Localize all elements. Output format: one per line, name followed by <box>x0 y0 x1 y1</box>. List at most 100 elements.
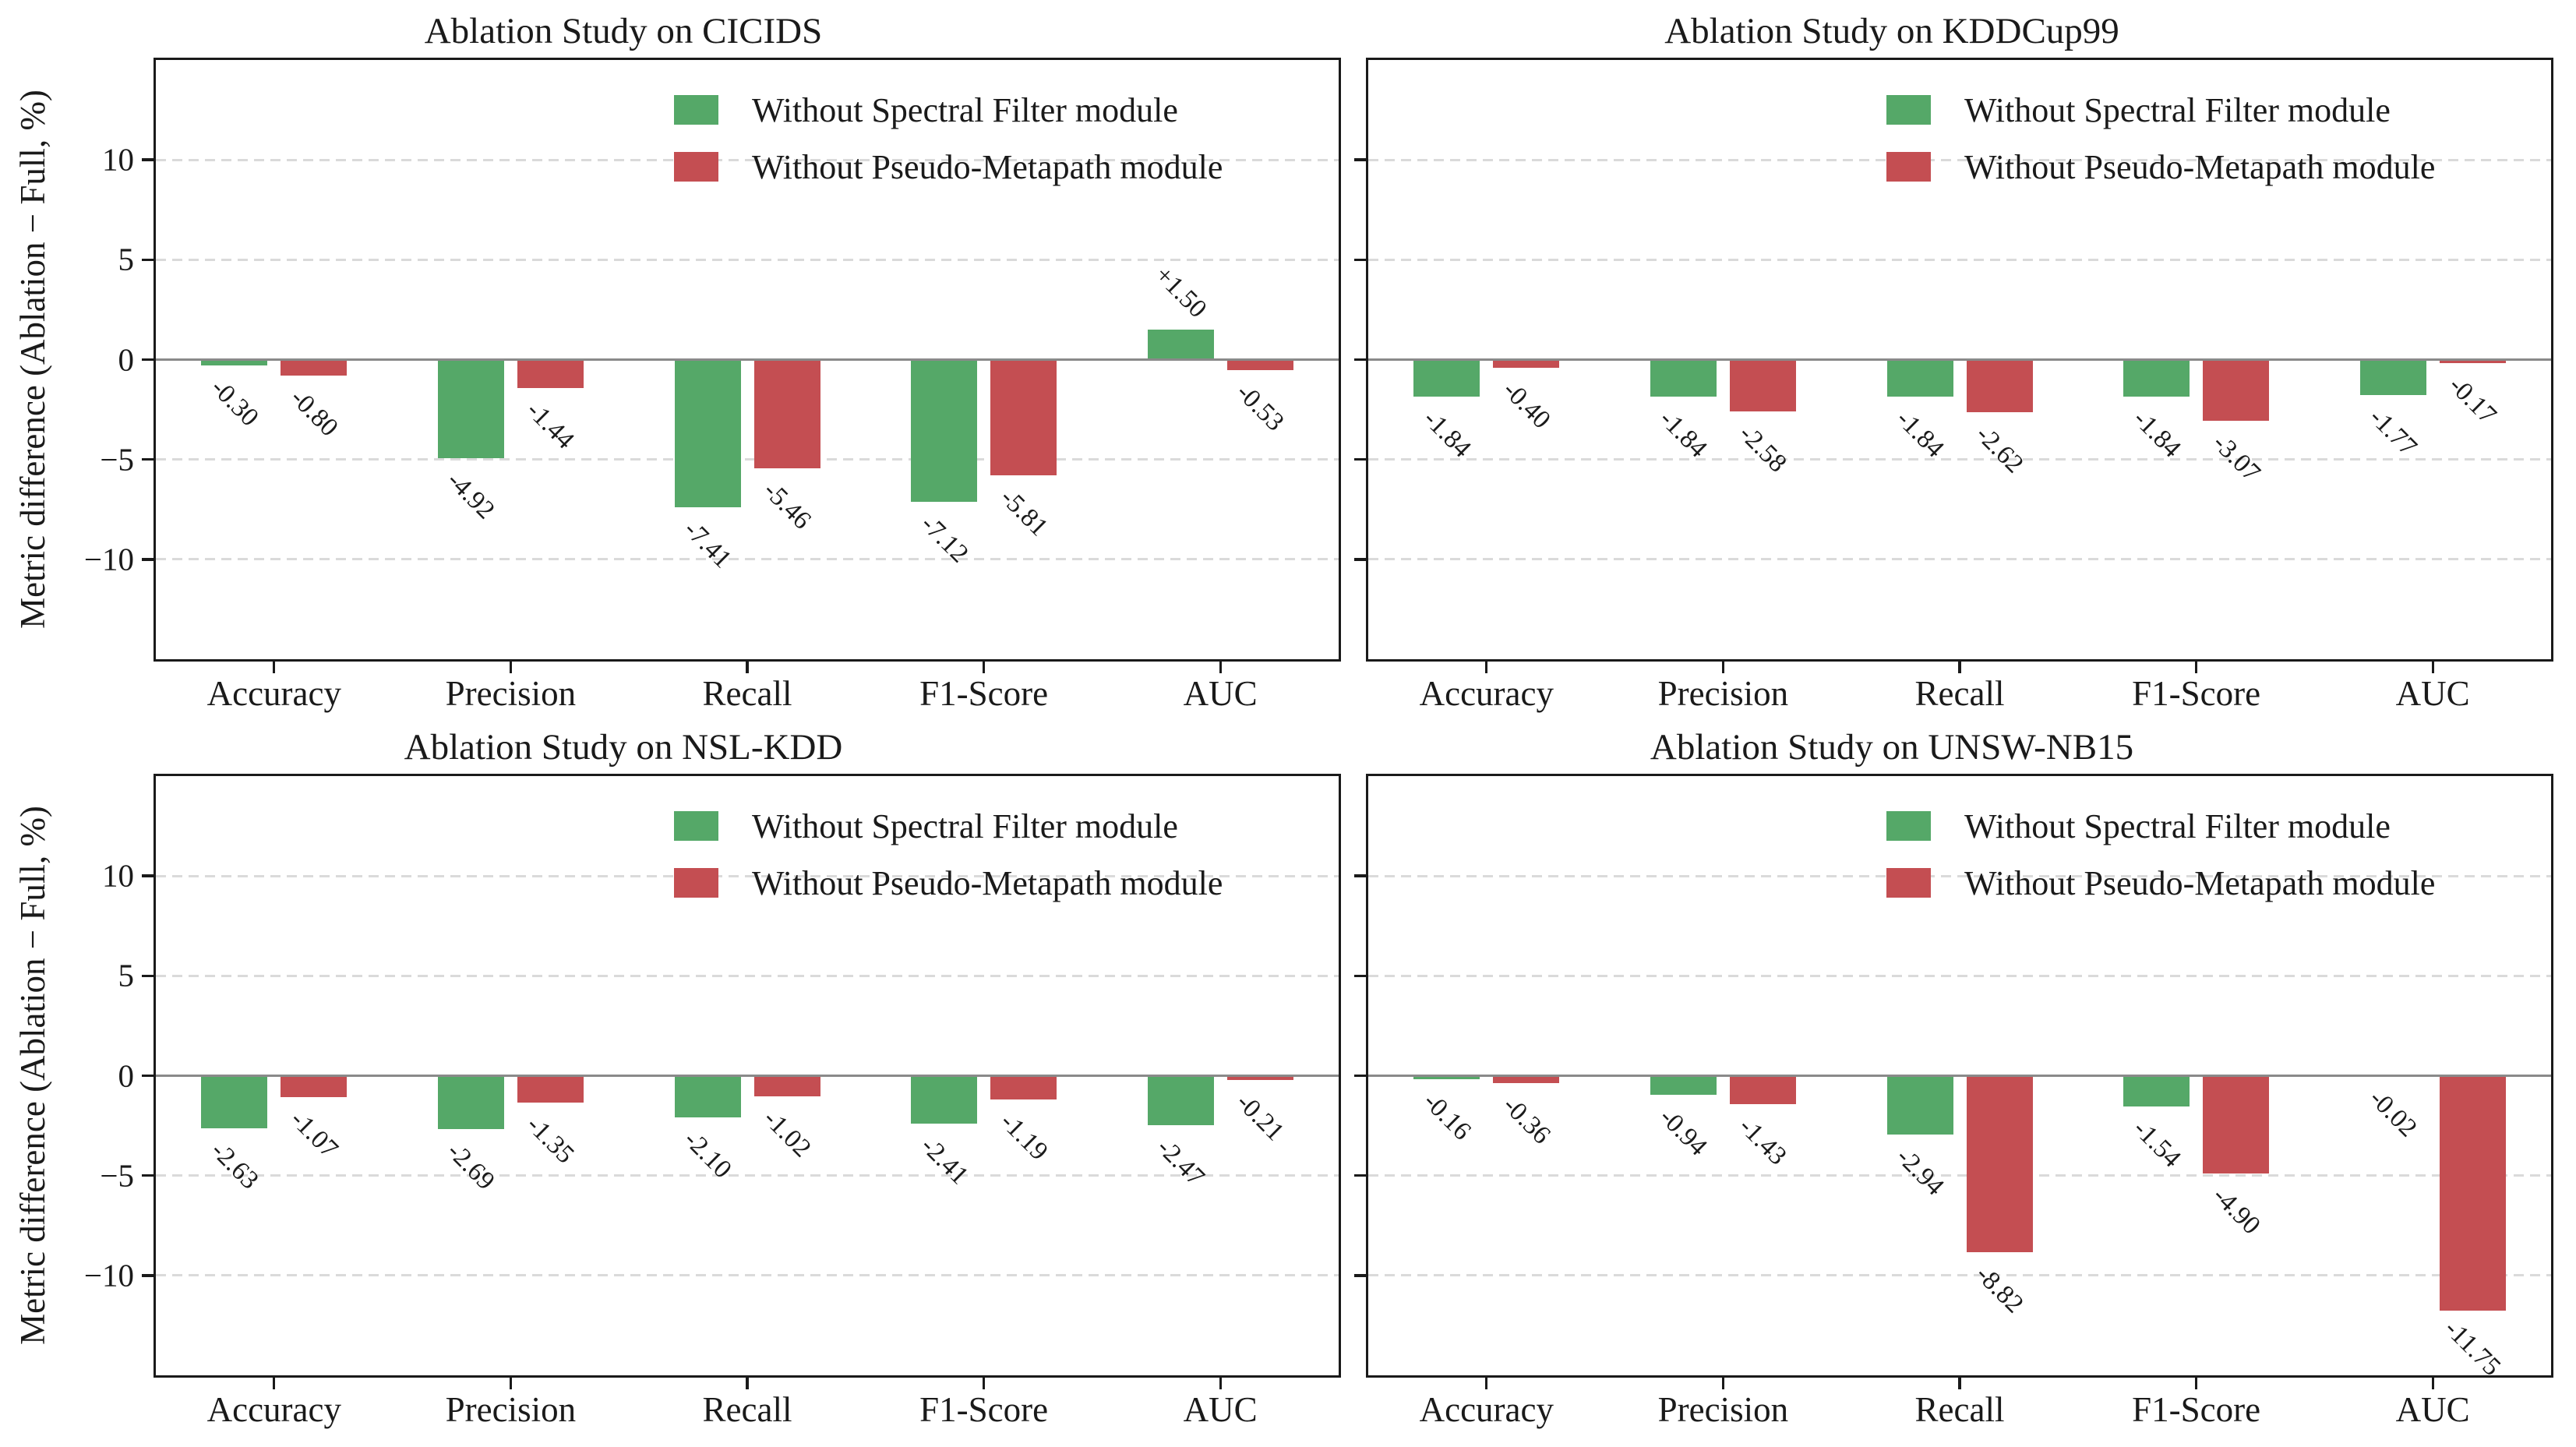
legend-label: Without Spectral Filter module <box>752 806 1178 845</box>
legend-item-without-pseudo-metapath-module: Without Pseudo-Metapath module <box>674 148 1223 186</box>
bar-without-pseudo-metapath-module-auc <box>1226 1075 1293 1080</box>
y-tick-mark <box>1354 358 1366 362</box>
x-category-label: Precision <box>1657 674 1789 713</box>
bar-without-spectral-filter-module-auc <box>2359 359 2426 395</box>
x-category-label: Accuracy <box>206 1390 341 1429</box>
x-category-label: Precision <box>1657 1390 1789 1429</box>
legend-label: Without Spectral Filter module <box>752 90 1178 129</box>
gridline-10 <box>1368 158 2551 161</box>
y-tick-label: 0 <box>118 1057 135 1093</box>
bar-value-label: -0.17 <box>2443 370 2503 430</box>
bar-value-label: -4.90 <box>2207 1181 2266 1241</box>
bar-without-pseudo-metapath-module-accuracy <box>281 1075 348 1097</box>
gridline--10 <box>1368 558 2551 561</box>
bar-value-label: -5.46 <box>757 476 817 535</box>
legend-swatch-icon <box>1886 152 1931 182</box>
bar-value-label: -2.69 <box>441 1137 501 1196</box>
bar-without-pseudo-metapath-module-f1-score <box>990 1075 1057 1099</box>
bar-without-spectral-filter-module-recall <box>1886 1075 1953 1135</box>
y-tick-mark <box>142 358 154 362</box>
bar-without-pseudo-metapath-module-precision <box>517 359 584 389</box>
x-tick-mark <box>1721 662 1725 673</box>
chart-title: Ablation Study on CICIDS <box>424 11 823 51</box>
legend-label: Without Pseudo-Metapath module <box>1964 147 2436 186</box>
bar-value-label: -1.84 <box>1890 404 1950 464</box>
y-tick-mark <box>142 158 154 161</box>
x-tick-mark <box>1219 1378 1222 1389</box>
y-axis-label: Metric difference (Ablation − Full, %) <box>13 90 52 629</box>
gridline--5 <box>156 458 1339 461</box>
bar-without-pseudo-metapath-module-precision <box>1729 359 1796 411</box>
bar-without-spectral-filter-module-precision <box>437 1075 504 1130</box>
x-tick-mark <box>273 662 276 673</box>
x-tick-mark <box>1958 1378 1961 1389</box>
bar-value-label: -2.94 <box>1890 1142 1950 1202</box>
bar-value-label: -1.84 <box>1653 404 1713 464</box>
y-axis-label: Metric difference (Ablation − Full, %) <box>13 806 52 1345</box>
chart-ablation-study-on-kddcup99: Accuracy -1.84 -0.40 Precision -1.84 -2.58 Rec… <box>1354 11 2553 713</box>
legend-swatch-icon <box>674 152 718 182</box>
legend-item-without-spectral-filter-module: Without Spectral Filter module <box>1886 807 2391 845</box>
y-tick-mark <box>1354 1173 1366 1177</box>
x-category-label: AUC <box>1183 1390 1258 1429</box>
bar-value-label: -0.36 <box>1497 1090 1556 1150</box>
y-tick-label: −5 <box>100 441 134 478</box>
bar-value-label: -0.16 <box>1417 1086 1477 1145</box>
x-tick-mark <box>982 1378 986 1389</box>
x-tick-mark <box>746 1378 749 1389</box>
bar-value-label: -1.19 <box>994 1106 1053 1166</box>
x-tick-mark <box>2194 662 2198 673</box>
legend-swatch-icon <box>1886 811 1931 841</box>
gridline-5 <box>156 258 1339 261</box>
bar-value-label: -1.07 <box>284 1104 344 1164</box>
y-tick-label: −5 <box>100 1157 134 1194</box>
bar-without-spectral-filter-module-auc <box>1147 330 1214 360</box>
y-tick-mark <box>1354 1274 1366 1277</box>
bar-without-spectral-filter-module-precision <box>1650 1075 1717 1095</box>
gridline--10 <box>156 1274 1339 1277</box>
y-tick-mark <box>142 457 154 461</box>
chart-title: Ablation Study on NSL-KDD <box>404 727 843 768</box>
y-tick-mark <box>142 974 154 978</box>
x-category-label: Recall <box>1914 674 2005 713</box>
bar-value-label: -0.80 <box>284 383 344 443</box>
chart-ablation-study-on-unsw-nb15: Accuracy -0.16 -0.36 Precision -0.94 -1.43 Rec… <box>1354 727 2553 1429</box>
x-tick-mark <box>273 1378 276 1389</box>
y-tick-mark <box>142 558 154 561</box>
bar-value-label: -1.77 <box>2363 402 2423 462</box>
bar-value-label: -0.02 <box>2363 1083 2423 1143</box>
gridline--5 <box>1368 458 2551 461</box>
gridline--10 <box>156 558 1339 561</box>
gridline-10 <box>156 158 1339 161</box>
bar-value-label: +1.50 <box>1149 260 1213 324</box>
bar-without-pseudo-metapath-module-auc <box>2439 1075 2506 1311</box>
y-tick-mark <box>1354 874 1366 877</box>
x-category-label: AUC <box>1183 674 1258 713</box>
legend-swatch-icon <box>674 95 718 125</box>
bar-value-label: -1.43 <box>1733 1112 1793 1171</box>
bar-without-pseudo-metapath-module-auc <box>1226 359 1293 371</box>
zero-line <box>156 358 1339 361</box>
x-tick-mark <box>509 662 513 673</box>
y-tick-label: −10 <box>83 1257 134 1293</box>
bar-without-spectral-filter-module-f1-score <box>911 359 978 502</box>
x-category-label: F1-Score <box>2132 674 2261 713</box>
legend-swatch-icon <box>674 868 718 898</box>
bar-value-label: -0.40 <box>1497 375 1556 435</box>
x-tick-mark <box>982 662 986 673</box>
x-tick-mark <box>2431 662 2434 673</box>
bar-value-label: -4.92 <box>441 465 501 525</box>
bar-value-label: -2.47 <box>1151 1132 1211 1192</box>
bar-without-pseudo-metapath-module-precision <box>1729 1075 1796 1105</box>
y-tick-mark <box>1354 1074 1366 1078</box>
bar-value-label: -2.58 <box>1733 418 1793 478</box>
legend-item-without-spectral-filter-module: Without Spectral Filter module <box>674 90 1178 129</box>
legend-item-without-spectral-filter-module: Without Spectral Filter module <box>674 806 1178 845</box>
legend-label: Without Pseudo-Metapath module <box>752 863 1223 902</box>
bar-without-spectral-filter-module-precision <box>437 359 504 458</box>
x-tick-mark <box>2431 1378 2434 1389</box>
bar-value-label: -0.21 <box>1230 1087 1290 1147</box>
x-tick-mark <box>746 662 749 673</box>
x-category-label: F1-Score <box>2132 1390 2261 1429</box>
y-tick-mark <box>1354 558 1366 561</box>
